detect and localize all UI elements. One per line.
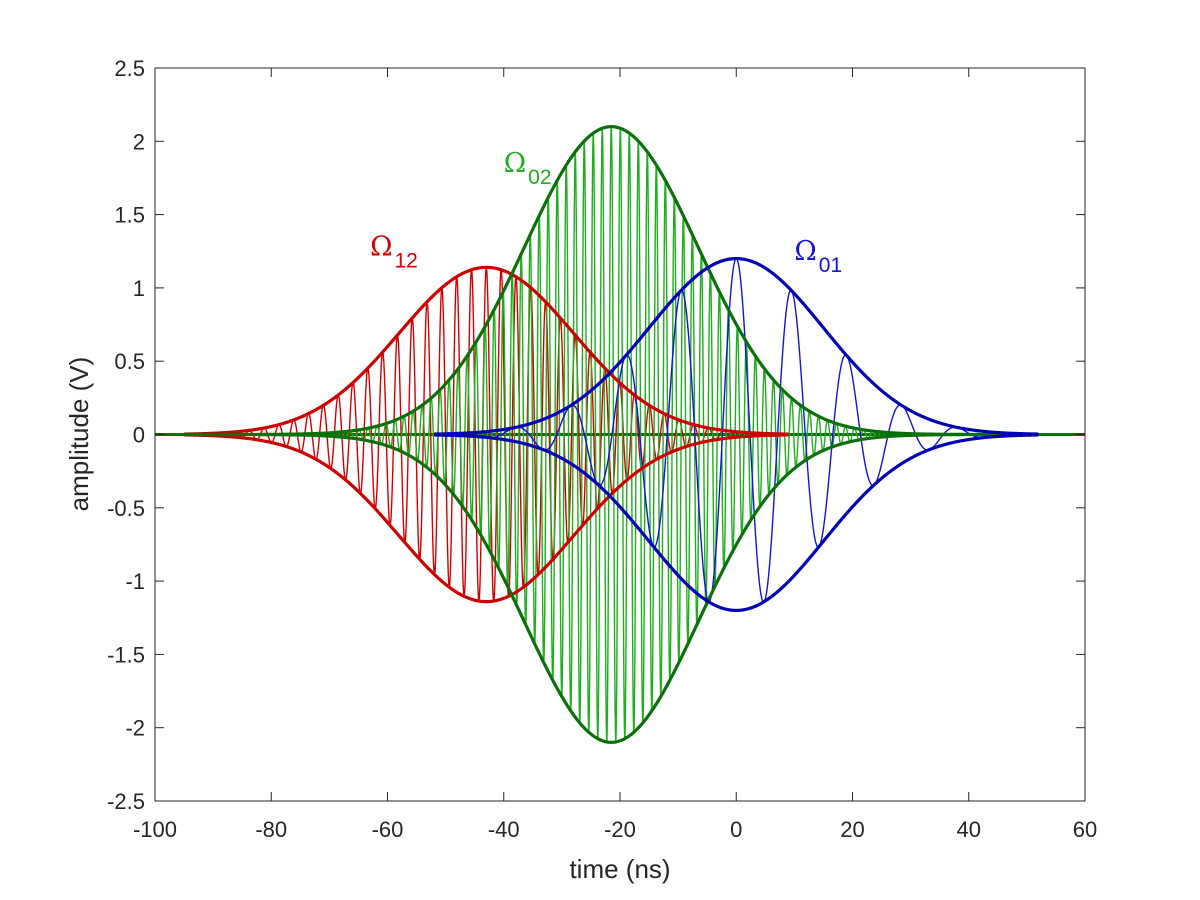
series-envelope-upper-02 (184, 125, 1039, 437)
series-envelope-lower-12 (184, 433, 789, 604)
x-tick-label: 0 (730, 817, 742, 842)
y-tick-label: -2 (125, 716, 145, 741)
series-label-02: Ω02 (504, 148, 552, 189)
x-axis-label: time (ns) (569, 854, 670, 884)
y-axis-label: amplitude (V) (64, 357, 94, 512)
x-tick-label: 20 (840, 817, 864, 842)
x-tick-label: -40 (488, 817, 520, 842)
y-tick-label: 0.5 (114, 349, 145, 374)
y-tick-label: -1 (125, 569, 145, 594)
x-tick-label: -80 (255, 817, 287, 842)
y-tick-label: 2 (133, 129, 145, 154)
series-label-symbol: Ω (794, 236, 816, 267)
y-tick-label: -1.5 (107, 642, 145, 667)
y-tick-label: 1.5 (114, 203, 145, 228)
series-envelope-upper-12 (184, 265, 789, 436)
y-tick-label: 1 (133, 276, 145, 301)
x-tick-label: 40 (957, 817, 981, 842)
series-label-subscript: 02 (528, 166, 551, 189)
y-tick-label: -2.5 (107, 789, 145, 814)
series-label-12: Ω12 (370, 232, 418, 273)
y-tick-label: 2.5 (114, 56, 145, 81)
x-tick-label: -20 (604, 817, 636, 842)
series-label-subscript: 01 (819, 254, 842, 277)
series-envelope-upper-01 (433, 256, 1039, 436)
series-layer (155, 125, 1085, 744)
series-label-subscript: 12 (394, 250, 417, 273)
series-envelope-lower-01 (433, 433, 1039, 613)
x-tick-label: -60 (372, 817, 404, 842)
y-tick-label: -0.5 (107, 496, 145, 521)
series-label-01: Ω01 (794, 236, 842, 277)
ticks-layer: -100 -80 -60 -40 -20 0 20 40 602.521.510.50-0.5-… (107, 56, 1097, 842)
y-tick-label: 0 (133, 423, 145, 448)
series-label-symbol: Ω (370, 232, 392, 263)
series-label-symbol: Ω (504, 148, 526, 179)
series-envelope-lower-02 (184, 432, 1039, 744)
x-tick-label: -100 (133, 817, 177, 842)
x-tick-label: 60 (1073, 817, 1097, 842)
